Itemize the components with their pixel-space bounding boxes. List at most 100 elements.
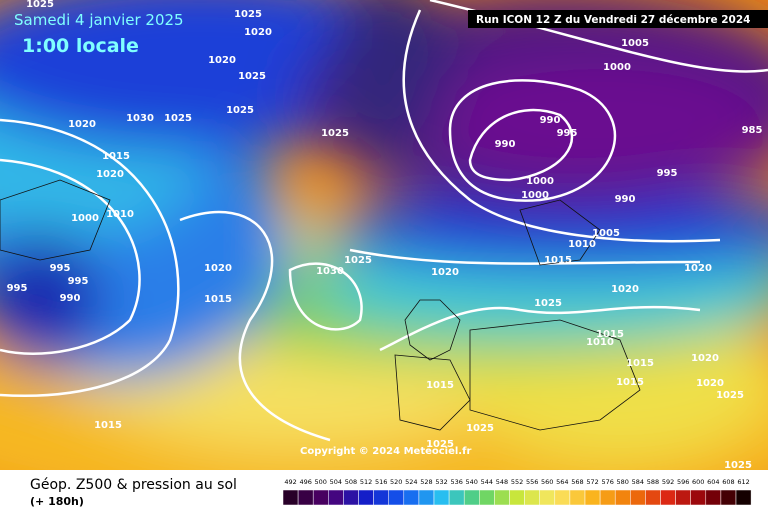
isobar-label: 1020 [96, 169, 124, 180]
isobar-label: 1025 [26, 0, 54, 10]
isobar-label: 990 [495, 139, 516, 150]
scale-label: 508 [345, 478, 357, 486]
scale-swatch [584, 489, 601, 506]
isobar-label: 995 [68, 276, 89, 287]
copyright: Copyright © 2024 Meteociel.fr [300, 446, 471, 457]
scale-swatch [328, 489, 344, 506]
scale-swatch [494, 489, 510, 506]
scale-label: 568 [571, 478, 583, 486]
scale-swatch [433, 489, 450, 506]
isobar-label: 990 [540, 115, 561, 126]
isobar-label: 1020 [244, 27, 272, 38]
isobar-label: 995 [657, 168, 678, 179]
isobar-label: 1000 [71, 213, 99, 224]
scale-swatch [690, 489, 707, 506]
isobar-label: 1020 [431, 267, 459, 278]
scale-label: 548 [496, 478, 508, 486]
scale-label: 588 [647, 478, 659, 486]
scale-label: 580 [617, 478, 629, 486]
footer-lead: (+ 180h) [30, 495, 84, 508]
isobar-label: 1015 [102, 151, 130, 162]
isobar-label: 1025 [226, 105, 254, 116]
isobar-label: 995 [50, 263, 71, 274]
scale-label: 524 [405, 478, 417, 486]
time-label: 1:00 locale [22, 35, 139, 57]
isobar-label: 1020 [691, 353, 719, 364]
isobar-label: 1020 [204, 263, 232, 274]
scale-swatch [675, 489, 691, 506]
isobar-label: 1025 [466, 423, 494, 434]
isobar-label: 1020 [696, 378, 724, 389]
scale-swatch [720, 489, 737, 506]
run-box [468, 10, 768, 28]
isobar-label: 1010 [586, 337, 614, 348]
scale-swatch [448, 489, 465, 506]
isobar-label: 1000 [526, 176, 554, 187]
scale-label: 592 [662, 478, 674, 486]
isobar-label: 995 [7, 283, 28, 294]
isobar-label: 1025 [238, 71, 266, 82]
scale-swatch [524, 489, 540, 506]
scale-swatch [373, 489, 389, 506]
isobar-label: 1010 [106, 209, 134, 220]
scale-swatch [282, 489, 299, 506]
run-label: Run ICON 12 Z du Vendredi 27 décembre 20… [476, 14, 750, 26]
scale-swatch [358, 489, 374, 506]
scale-swatch [463, 489, 480, 506]
isobar-label: 1015 [426, 380, 454, 391]
scale-swatch [418, 489, 435, 506]
isobar-label: 1025 [534, 298, 562, 309]
isobar-label: 1015 [596, 329, 624, 340]
scale-label: 512 [360, 478, 372, 486]
scale-swatch [599, 489, 616, 506]
scale-label: 516 [375, 478, 387, 486]
scale-label: 556 [526, 478, 538, 486]
scale-label: 596 [677, 478, 689, 486]
color-scale: 492 496 500 504 508 512 516 520 524 528 532 536 540 5… [282, 478, 752, 506]
isobar-label: 1025 [321, 128, 349, 139]
isobar-label: 1000 [603, 62, 631, 73]
isobar-label: 1030 [126, 113, 154, 124]
isobar-label: 1030 [316, 266, 344, 277]
scale-swatch [614, 489, 631, 506]
isobar-label: 1015 [204, 294, 232, 305]
isobar-label: 990 [60, 293, 81, 304]
isobar-label: 1005 [592, 228, 620, 239]
scale-swatch [660, 489, 676, 506]
scale-swatch [403, 489, 420, 506]
scale-swatch [539, 489, 556, 506]
scale-swatch [735, 489, 752, 506]
isobar-label: 990 [615, 194, 636, 205]
isobar-label: 1000 [521, 190, 549, 201]
scale-swatch [297, 489, 314, 506]
scale-label: 500 [315, 478, 327, 486]
isobar-label: 1020 [68, 119, 96, 130]
scale-label: 560 [541, 478, 553, 486]
scale-swatch [645, 489, 661, 506]
scale-label: 504 [330, 478, 342, 486]
scale-label: 496 [299, 478, 311, 486]
isobar-label: 985 [742, 125, 763, 136]
footer-title: Géop. Z500 & pression au sol [30, 477, 237, 493]
scale-label: 492 [284, 478, 296, 486]
scale-swatch [630, 489, 646, 506]
scale-swatch [705, 489, 722, 506]
isobar-label: 1010 [568, 239, 596, 250]
scale-label: 576 [601, 478, 613, 486]
scale-label: 520 [390, 478, 402, 486]
isobar-label: 1025 [716, 390, 744, 401]
scale-label: 564 [556, 478, 568, 486]
isobar-label: 1015 [544, 255, 572, 266]
isobar-label: 1015 [626, 358, 654, 369]
scale-label: 544 [481, 478, 493, 486]
scale-label: 608 [722, 478, 734, 486]
isobar-label: 1025 [164, 113, 192, 124]
scale-swatch [343, 489, 359, 506]
scale-label: 536 [450, 478, 462, 486]
scale-swatch [509, 489, 525, 506]
